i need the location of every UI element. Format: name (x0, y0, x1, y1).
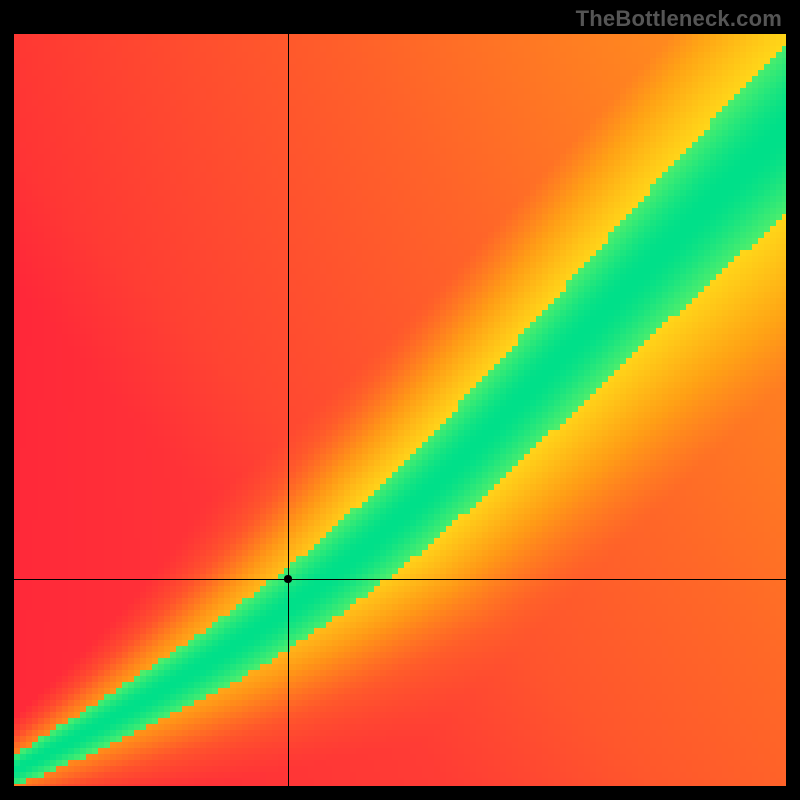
chart-container: TheBottleneck.com (0, 0, 800, 800)
heatmap-plot (14, 34, 786, 786)
heatmap-canvas (14, 34, 786, 786)
watermark-text: TheBottleneck.com (576, 6, 782, 32)
